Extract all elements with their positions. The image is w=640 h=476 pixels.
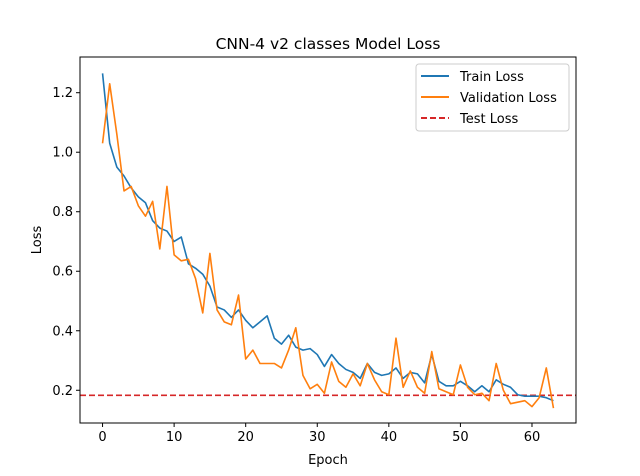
legend-frame (415, 63, 570, 132)
y-tick-label: 1.0 (52, 146, 73, 161)
x-axis-label: Epoch (308, 453, 348, 468)
x-tick-label: 30 (309, 430, 326, 445)
y-tick-label: 0.4 (52, 324, 73, 339)
x-tick-label: 10 (166, 430, 183, 445)
y-tick-label: 0.8 (52, 205, 73, 220)
x-tick-label: 60 (524, 430, 541, 445)
y-tick-label: 0.2 (52, 384, 73, 399)
x-axis: 0 10 20 30 40 50 60 (98, 423, 540, 445)
legend-label-train: Train Loss (459, 70, 524, 85)
x-tick-label: 50 (452, 430, 469, 445)
y-tick-label: 0.6 (52, 265, 73, 280)
validation-loss-line (101, 82, 555, 409)
legend: Train Loss Validation Loss Test Loss (415, 63, 570, 132)
train-loss-line (101, 73, 554, 402)
chart-title: CNN-4 v2 classes Model Loss (216, 35, 441, 53)
legend-label-test: Test Loss (459, 112, 518, 127)
y-axis-label: Loss (30, 226, 45, 255)
legend-label-validation: Validation Loss (460, 91, 557, 106)
x-tick-label: 0 (98, 430, 106, 445)
x-tick-label: 40 (381, 430, 398, 445)
plot-area-frame (79, 56, 577, 424)
y-axis: 0.2 0.4 0.6 0.8 1.0 1.2 (52, 86, 80, 399)
x-tick-label: 20 (237, 430, 254, 445)
y-tick-label: 1.2 (52, 86, 73, 101)
